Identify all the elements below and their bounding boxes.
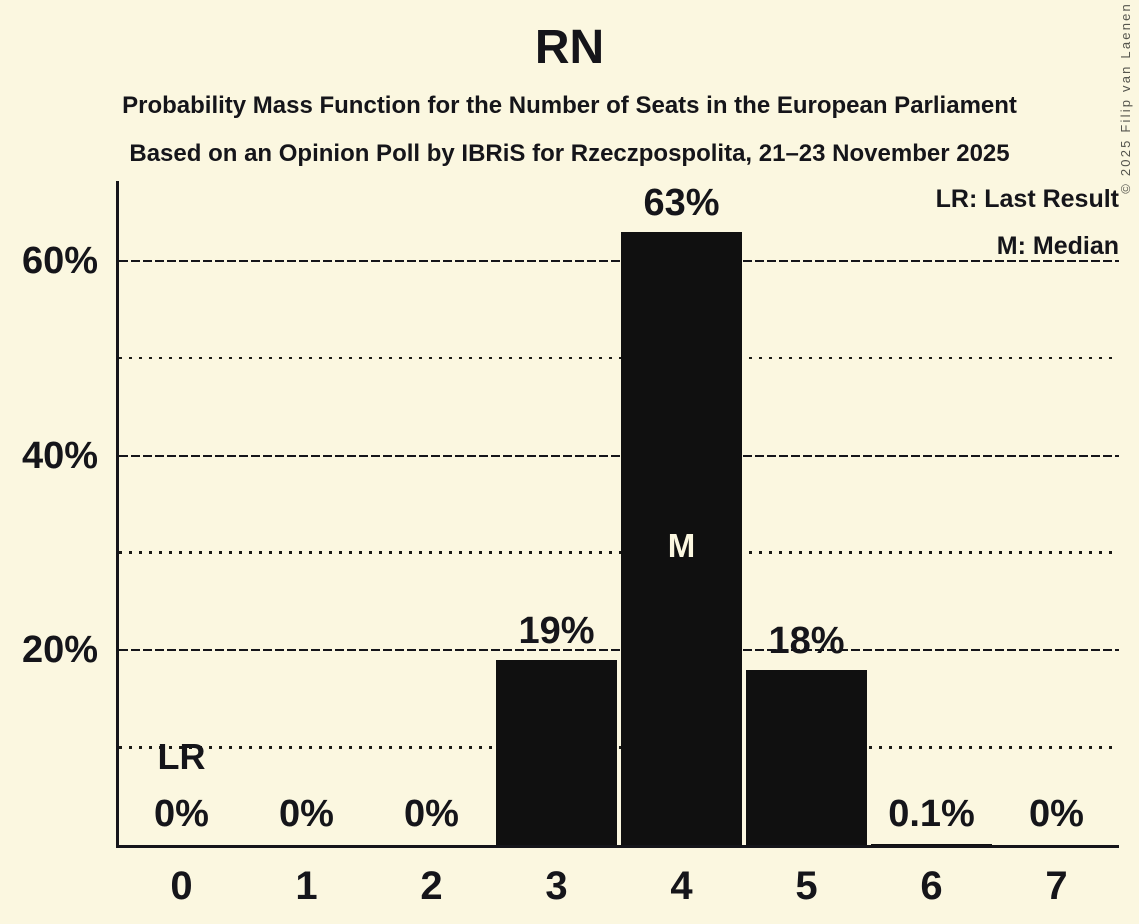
value-label-seats-1: 0% [279,793,334,835]
value-label-seats-5: 18% [768,620,845,662]
y-tick-label-60pct: 60% [21,239,98,282]
bar-seats-6 [871,844,992,845]
x-tick-label-seats-4: 4 [670,864,693,908]
x-tick-label-seats-0: 0 [170,864,193,908]
chart-title: RN [534,21,605,74]
y-tick-label-40pct: 40% [21,434,98,477]
plot-area: 0% 0% 0% 19% 63% 18% 0.1% 0% M LR [116,181,1119,848]
median-marker: M [667,527,696,564]
legend-last-result: LR: Last Result [935,185,1119,213]
value-label-seats-7: 0% [1029,793,1084,835]
value-label-seats-4: 63% [643,182,720,224]
legend-median: M: Median [996,232,1119,260]
value-label-seats-3: 19% [518,610,595,652]
bar-seats-3 [496,660,617,845]
gridline-minor-50pct [119,356,1119,360]
gridline-minor-30pct [119,551,1119,554]
x-tick-label-seats-5: 5 [795,864,818,908]
copyright-text: © 2025 Filip van Laenen [1118,2,1133,194]
last-result-marker: LR [157,736,206,777]
x-tick-label-seats-6: 6 [920,864,943,908]
legend: LR: Last Result M: Median [936,176,1119,270]
value-label-seats-2: 0% [404,793,459,835]
y-tick-label-20pct: 20% [21,629,98,672]
x-tick-label-seats-2: 2 [420,864,443,908]
value-label-seats-0: 0% [154,793,209,835]
x-tick-label-seats-3: 3 [545,864,568,908]
x-tick-label-seats-7: 7 [1045,864,1068,908]
x-tick-label-seats-1: 1 [295,864,318,908]
value-label-seats-6: 0.1% [888,793,975,835]
gridline-major-20pct [119,649,1119,652]
bar-seats-5 [746,670,867,845]
chart-subtitle-line1: Probability Mass Function for the Number… [122,92,1017,119]
gridline-major-60pct [119,259,1119,262]
chart-subtitle-line2: Based on an Opinion Poll by IBRiS for Rz… [129,140,1010,167]
copyright-notice: © 2025 Filip van Laenen [1118,0,1133,240]
gridline-major-40pct [119,454,1119,457]
gridline-minor-10pct [119,746,1119,749]
bar-seats-4 [621,232,742,845]
